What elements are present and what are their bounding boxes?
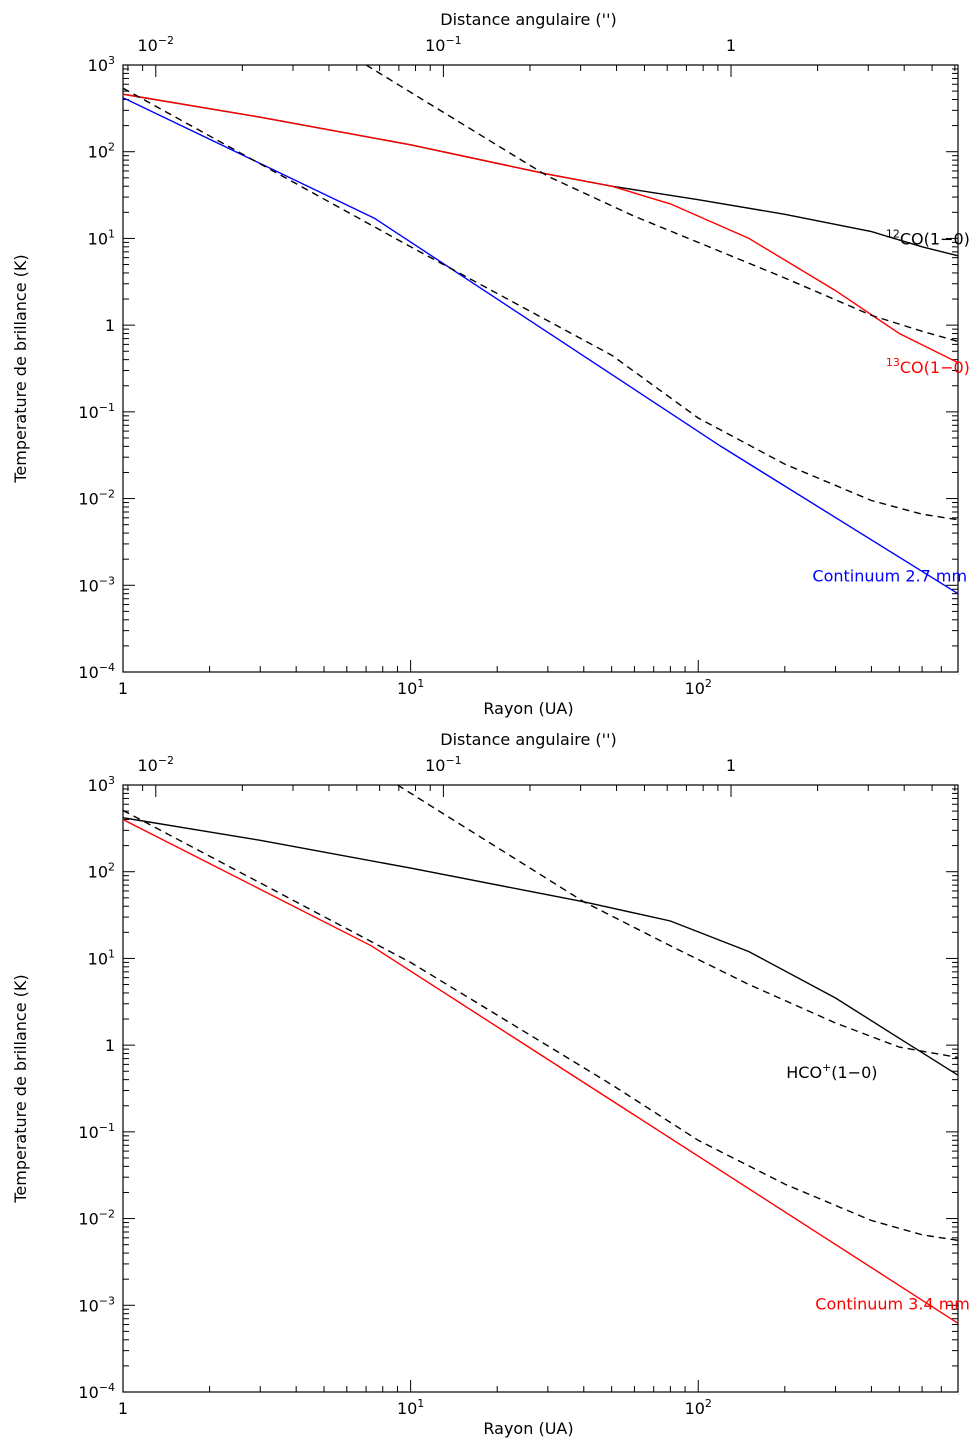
y-tick-label: 10−1 — [78, 1121, 115, 1142]
x-axis-title: Rayon (UA) — [483, 699, 573, 718]
chart-panel-2: 1 101 102 10−2 10−1 1 103 102 101 1 10−1 10−2 10−3 10… — [11, 730, 970, 1438]
top-x-tick-label: 1 — [726, 36, 736, 55]
y-tick-label: 10−4 — [78, 1381, 115, 1402]
top-x-axis-title: Distance angulaire ('') — [440, 730, 616, 749]
x-tick-label: 1 — [118, 1399, 128, 1418]
y-tick-label: 101 — [88, 947, 115, 968]
top-x-tick-label: 1 — [726, 756, 736, 775]
plot-frame — [122, 64, 959, 673]
series-label: HCO+(1−0) — [786, 1061, 877, 1082]
y-tick-label: 10−2 — [78, 488, 115, 509]
top-x-tick-label: 10−2 — [137, 754, 174, 775]
series-label: Continuum 2.7 mm — [812, 567, 967, 586]
x-tick-label: 102 — [685, 677, 712, 698]
x-tick-label: 101 — [397, 1397, 424, 1418]
series-label: 12CO(1−0) — [886, 228, 970, 249]
x-axis-title: Rayon (UA) — [483, 1419, 573, 1438]
y-tick-label: 102 — [88, 861, 115, 882]
series-line — [123, 97, 958, 595]
series-label: Continuum 3.4 mm — [815, 1294, 970, 1313]
y-tick-label: 10−2 — [78, 1208, 115, 1229]
series-line — [123, 818, 958, 1324]
y-tick-label: 103 — [88, 54, 115, 75]
dashed-reference-line — [365, 65, 958, 343]
plot-frame — [122, 784, 959, 1393]
chart-panel-1: 1 101 102 10−2 10−1 1 103 102 101 1 10−1 10−2 10−3 10… — [11, 10, 970, 718]
x-tick-label: 101 — [397, 677, 424, 698]
x-tick-label: 102 — [685, 1397, 712, 1418]
y-tick-label: 1 — [105, 316, 115, 335]
dashed-reference-line — [397, 785, 958, 1059]
y-tick-label: 102 — [88, 141, 115, 162]
series-line — [123, 93, 958, 257]
series-label: 13CO(1−0) — [886, 356, 970, 377]
dashed-reference-line — [123, 87, 958, 521]
x-tick-label: 1 — [118, 679, 128, 698]
y-axis-title: Temperature de brillance (K) — [11, 974, 30, 1203]
y-axis-title: Temperature de brillance (K) — [11, 254, 30, 483]
y-tick-label: 10−4 — [78, 661, 115, 682]
top-x-axis-title: Distance angulaire ('') — [440, 10, 616, 29]
top-x-tick-label: 10−1 — [425, 34, 462, 55]
y-tick-label: 10−1 — [78, 401, 115, 422]
series-line — [123, 817, 958, 1076]
dashed-reference-line — [123, 809, 958, 1242]
series-line — [123, 93, 958, 364]
top-x-tick-label: 10−1 — [425, 754, 462, 775]
y-tick-label: 10−3 — [78, 574, 115, 595]
y-tick-label: 1 — [105, 1036, 115, 1055]
y-tick-label: 10−3 — [78, 1294, 115, 1315]
y-tick-label: 103 — [88, 774, 115, 795]
y-tick-label: 101 — [88, 227, 115, 248]
top-x-tick-label: 10−2 — [137, 34, 174, 55]
